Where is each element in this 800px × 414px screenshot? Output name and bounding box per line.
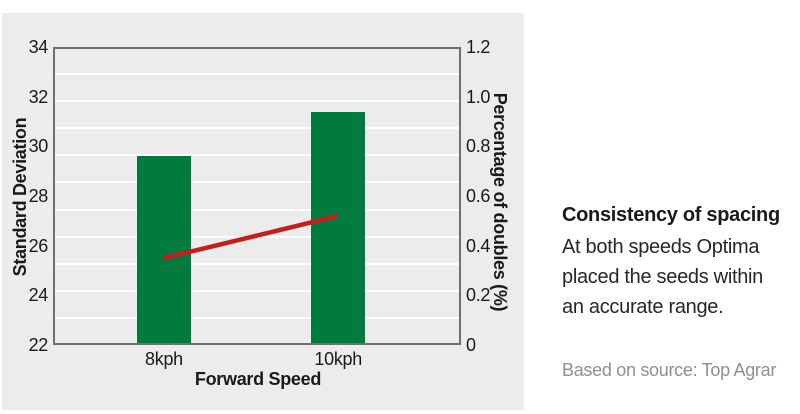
bar-8kph bbox=[136, 156, 191, 343]
bar-10kph bbox=[311, 111, 366, 343]
right-axis-tick-0.6: 0.6 bbox=[466, 186, 491, 206]
left-axis-tick-30: 30 bbox=[28, 136, 49, 157]
gridline bbox=[55, 100, 459, 103]
left-axis-tick-24: 24 bbox=[28, 285, 49, 306]
gridline bbox=[55, 181, 459, 184]
right-axis-tick-0: 0 bbox=[466, 335, 476, 355]
right-axis-tick-0.8: 0.8 bbox=[466, 136, 491, 157]
caption-line-1: At both speeds Optima bbox=[562, 236, 760, 258]
right-axis-title: Percentage of doubles (%) bbox=[490, 92, 510, 312]
gridline bbox=[55, 73, 459, 76]
x-tick-10kph: 10kph bbox=[314, 349, 362, 369]
caption-body: At both speeds Optima placed the seeds w… bbox=[562, 232, 763, 322]
plot-area bbox=[53, 47, 461, 345]
caption-title: Consistency of spacing bbox=[562, 204, 780, 226]
caption-source: Based on source: Top Agrar bbox=[562, 360, 777, 380]
gridline bbox=[55, 289, 459, 292]
right-axis-tick-1.2: 1.2 bbox=[466, 37, 491, 57]
left-axis-tick-22: 22 bbox=[28, 335, 49, 355]
gridline bbox=[55, 235, 459, 238]
left-axis-tick-26: 26 bbox=[28, 235, 49, 256]
gridline bbox=[55, 127, 459, 130]
right-axis-tick-1.0: 1.0 bbox=[466, 86, 491, 107]
right-axis-tick-0.4: 0.4 bbox=[466, 235, 491, 256]
gridline bbox=[55, 262, 459, 265]
gridline bbox=[55, 208, 459, 211]
x-axis-title: Forward Speed bbox=[194, 369, 322, 389]
gridline bbox=[55, 154, 459, 157]
left-axis-tick-32: 32 bbox=[28, 86, 49, 107]
left-axis-tick-34: 34 bbox=[28, 37, 49, 57]
left-axis-title: Standard Deviation bbox=[10, 117, 30, 277]
left-axis-tick-28: 28 bbox=[28, 186, 49, 206]
caption-line-2: placed the seeds within bbox=[562, 266, 764, 288]
caption-line-3: an accurate range. bbox=[562, 296, 724, 318]
x-tick-8kph: 8kph bbox=[145, 349, 183, 369]
right-axis-tick-0.2: 0.2 bbox=[466, 285, 491, 306]
gridline bbox=[55, 316, 459, 319]
